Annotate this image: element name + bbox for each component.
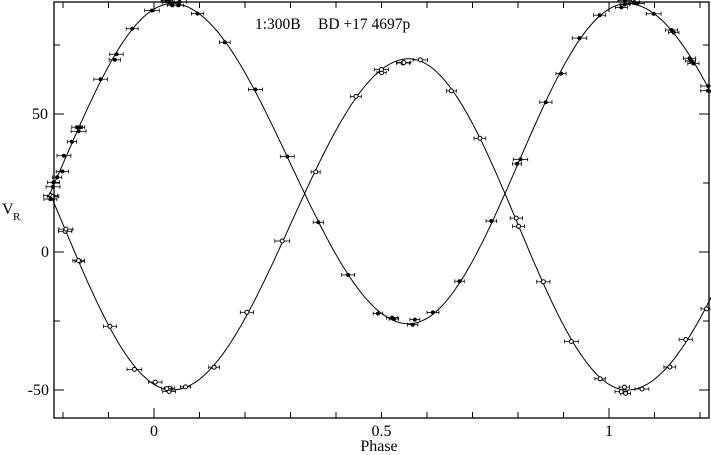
svg-text:0: 0 <box>150 423 158 440</box>
svg-text:Phase: Phase <box>360 438 397 455</box>
svg-text:1:300B: 1:300B <box>255 16 301 33</box>
svg-text:R: R <box>13 211 21 223</box>
svg-text:1: 1 <box>605 423 613 440</box>
svg-text:0: 0 <box>41 244 49 261</box>
svg-text:50: 50 <box>32 106 48 123</box>
svg-text:-50: -50 <box>28 382 49 399</box>
svg-text:BD +17 4697p: BD +17 4697p <box>318 16 411 33</box>
